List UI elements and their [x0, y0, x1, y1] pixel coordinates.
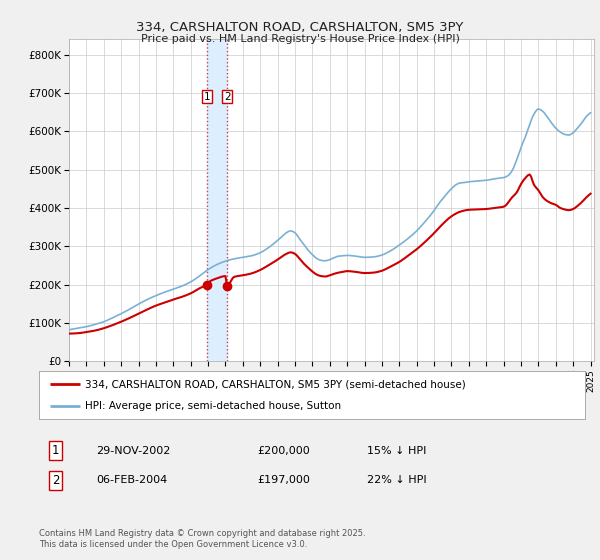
Text: 334, CARSHALTON ROAD, CARSHALTON, SM5 3PY (semi-detached house): 334, CARSHALTON ROAD, CARSHALTON, SM5 3P… [85, 379, 466, 389]
Text: 1: 1 [52, 445, 59, 458]
Text: 2: 2 [52, 474, 59, 487]
Text: 29-NOV-2002: 29-NOV-2002 [97, 446, 171, 456]
Text: 15% ↓ HPI: 15% ↓ HPI [367, 446, 426, 456]
Text: £197,000: £197,000 [257, 475, 310, 486]
Text: Price paid vs. HM Land Registry's House Price Index (HPI): Price paid vs. HM Land Registry's House … [140, 34, 460, 44]
Text: 334, CARSHALTON ROAD, CARSHALTON, SM5 3PY: 334, CARSHALTON ROAD, CARSHALTON, SM5 3P… [136, 21, 464, 34]
Text: 22% ↓ HPI: 22% ↓ HPI [367, 475, 426, 486]
Text: 06-FEB-2004: 06-FEB-2004 [97, 475, 167, 486]
Text: 1: 1 [203, 92, 210, 102]
Text: 2: 2 [224, 92, 230, 102]
Bar [206, 39, 227, 361]
Text: Contains HM Land Registry data © Crown copyright and database right 2025.
This d: Contains HM Land Registry data © Crown c… [39, 529, 365, 549]
Text: HPI: Average price, semi-detached house, Sutton: HPI: Average price, semi-detached house,… [85, 401, 341, 411]
Text: £200,000: £200,000 [257, 446, 310, 456]
